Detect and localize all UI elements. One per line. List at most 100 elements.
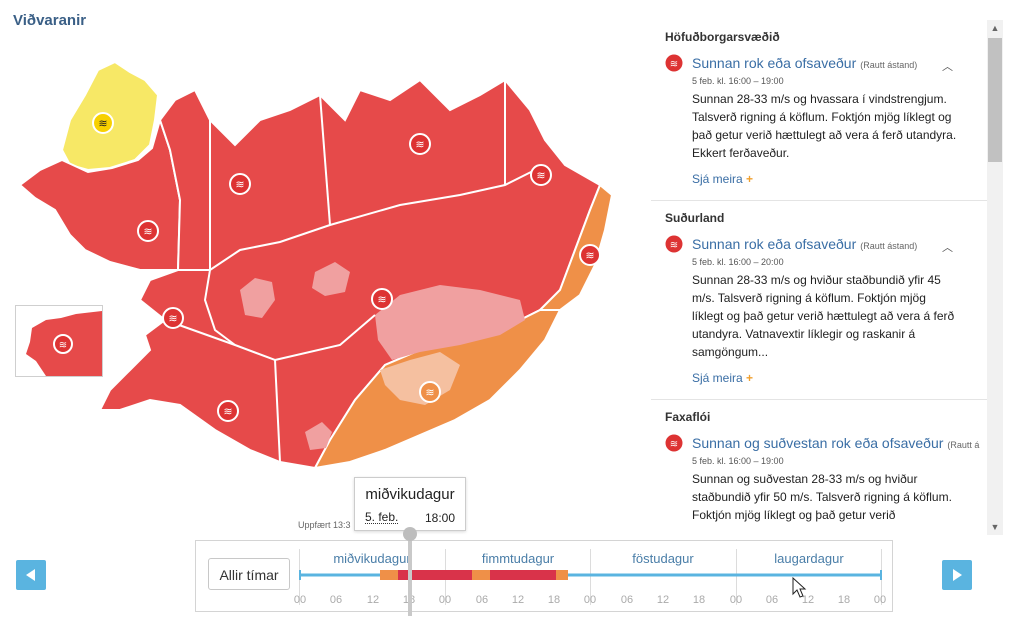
wind-warning-icon[interactable]: ≋: [530, 164, 552, 186]
alert-header[interactable]: ≋ Sunnan rok eða ofsaveður (Rautt ástand)…: [665, 235, 987, 257]
svg-text:≋: ≋: [235, 179, 244, 191]
wind-warning-icon[interactable]: ≋: [162, 307, 184, 329]
alert-title[interactable]: Sunnan rok eða ofsaveður (Rautt ástand): [692, 236, 918, 252]
svg-text:≋: ≋: [377, 294, 386, 306]
hour-label: 06: [765, 594, 779, 606]
svg-text:≋: ≋: [168, 313, 177, 325]
day-separator: [736, 549, 737, 605]
svg-text:≋: ≋: [415, 139, 424, 151]
region-name: Höfuðborgarsvæðið: [665, 30, 780, 44]
alert-description: Sunnan 28-33 m/s og hvassara í vindstren…: [692, 92, 957, 160]
hour-label: 00: [293, 594, 307, 606]
warning-period-red[interactable]: [398, 570, 472, 580]
see-more-link[interactable]: Sjá meira +: [692, 371, 754, 385]
glacier-vatnajokull[interactable]: [375, 285, 525, 360]
reykjavik-inset-map[interactable]: ≋: [15, 305, 103, 377]
wind-warning-icon[interactable]: ≋: [579, 244, 601, 266]
timeline[interactable]: Allir tímar miðvikudagur fimmtudagur fös…: [195, 540, 893, 612]
day-label[interactable]: laugardagur: [774, 551, 844, 566]
wind-warning-icon[interactable]: ≋: [137, 220, 159, 242]
hour-label: 12: [656, 594, 670, 606]
alert-header[interactable]: ≋ Sunnan og suðvestan rok eða ofsaveður(…: [665, 434, 987, 456]
tooltip-time: 18:00: [424, 511, 455, 525]
hour-label: 00: [583, 594, 597, 606]
time-tooltip: miðvikudagur 5. feb. 18:00: [354, 477, 466, 531]
svg-text:≋: ≋: [585, 250, 594, 262]
wind-warning-icon[interactable]: ≋: [419, 381, 441, 403]
all-times-button[interactable]: Allir tímar: [208, 558, 290, 590]
page-title: Viðvaranir: [13, 12, 87, 29]
warning-section: Suðurland ≋ Sunnan rok eða ofsaveður (Rau…: [651, 211, 987, 400]
hour-label: 00: [438, 594, 452, 606]
hour-label: 12: [511, 594, 525, 606]
svg-text:≋: ≋: [223, 406, 232, 418]
arrow-right-icon: [953, 569, 962, 581]
hour-label: 00: [873, 594, 887, 606]
glacier-langjokull[interactable]: [240, 278, 275, 318]
day-label[interactable]: miðvikudagur: [333, 551, 411, 566]
warning-period-orange[interactable]: [380, 570, 568, 580]
wind-warning-icon: ≋: [665, 235, 683, 253]
svg-text:≋: ≋: [670, 439, 678, 450]
warning-period-red[interactable]: [490, 570, 556, 580]
svg-text:≋: ≋: [143, 226, 152, 238]
scroll-down-icon[interactable]: ▼: [990, 522, 1000, 532]
plus-icon: +: [746, 172, 754, 186]
alert-description: Sunnan og suðvestan 28-33 m/s og hviður …: [692, 472, 952, 522]
hour-label: 12: [366, 594, 380, 606]
hour-label: 18: [547, 594, 561, 606]
wind-warning-icon[interactable]: ≋: [229, 173, 251, 195]
timeline-slider-handle[interactable]: [400, 526, 420, 616]
wind-warning-icon: ≋: [665, 54, 683, 72]
updated-time: Uppfært 13:3: [298, 520, 351, 530]
chevron-up-icon[interactable]: ︿: [942, 61, 953, 73]
arrow-left-icon: [26, 569, 35, 581]
scrollbar[interactable]: ▲ ▼: [987, 20, 1003, 535]
next-button[interactable]: [942, 560, 972, 590]
alert-time: 5 feb. kl. 16:00 – 19:00: [692, 76, 784, 86]
svg-text:≋: ≋: [425, 387, 434, 399]
timeline-track[interactable]: [196, 541, 894, 613]
warnings-list[interactable]: Höfuðborgarsvæðið ≋ Sunnan rok eða ofsav…: [651, 20, 987, 535]
warning-section: Höfuðborgarsvæðið ≋ Sunnan rok eða ofsav…: [651, 30, 987, 201]
scroll-up-icon[interactable]: ▲: [990, 23, 1000, 33]
alert-title[interactable]: Sunnan rok eða ofsaveður (Rautt ástand): [692, 55, 918, 71]
tooltip-day: miðvikudagur: [365, 486, 455, 503]
region-name: Faxaflói: [665, 410, 711, 424]
warning-map[interactable]: ≋ ≋ ≋ ≋ ≋ ≋ ≋ ≋ ≋ ≋: [0, 40, 640, 520]
hour-label: 00: [729, 594, 743, 606]
wind-warning-icon[interactable]: ≋: [217, 400, 239, 422]
plus-icon: +: [746, 371, 754, 385]
warning-section: Faxaflói ≋ Sunnan og suðvestan rok eða o…: [651, 410, 987, 524]
tooltip-date: 5. feb.: [365, 510, 399, 524]
day-separator: [590, 549, 591, 605]
prev-button[interactable]: [16, 560, 46, 590]
wind-warning-icon[interactable]: ≋: [53, 334, 73, 354]
svg-text:≋: ≋: [536, 170, 545, 182]
day-label[interactable]: fimmtudagur: [481, 551, 555, 566]
alert-title[interactable]: Sunnan og suðvestan rok eða ofsaveður (Ra…: [692, 435, 980, 451]
mouse-cursor: [792, 577, 807, 598]
svg-text:≋: ≋: [670, 59, 678, 70]
alert-time: 5 feb. kl. 16:00 – 20:00: [692, 257, 784, 267]
alert-header[interactable]: ≋ Sunnan rok eða ofsaveður (Rautt ástand)…: [665, 54, 987, 76]
hour-label: 18: [837, 594, 851, 606]
day-label[interactable]: föstudagur: [632, 551, 694, 566]
wind-warning-icon[interactable]: ≋: [371, 288, 393, 310]
hour-label: 06: [475, 594, 489, 606]
chevron-up-icon[interactable]: ︿: [942, 242, 953, 254]
glacier-myrdalsjokull[interactable]: [305, 422, 332, 450]
region-name: Suðurland: [665, 211, 725, 225]
wind-warning-icon[interactable]: ≋: [409, 133, 431, 155]
hour-label: 06: [329, 594, 343, 606]
wind-warning-icon[interactable]: ≋: [92, 112, 114, 134]
hour-label: 06: [620, 594, 634, 606]
wind-warning-icon: ≋: [665, 434, 683, 452]
svg-text:≋: ≋: [59, 340, 67, 351]
alert-description: Sunnan 28-33 m/s og hviður staðbundið yf…: [692, 273, 955, 359]
svg-text:≋: ≋: [98, 118, 107, 130]
hour-label: 12: [801, 594, 815, 606]
see-more-link[interactable]: Sjá meira +: [692, 172, 754, 186]
glacier-hofsjokull[interactable]: [312, 262, 350, 296]
scrollbar-thumb[interactable]: [988, 38, 1002, 162]
